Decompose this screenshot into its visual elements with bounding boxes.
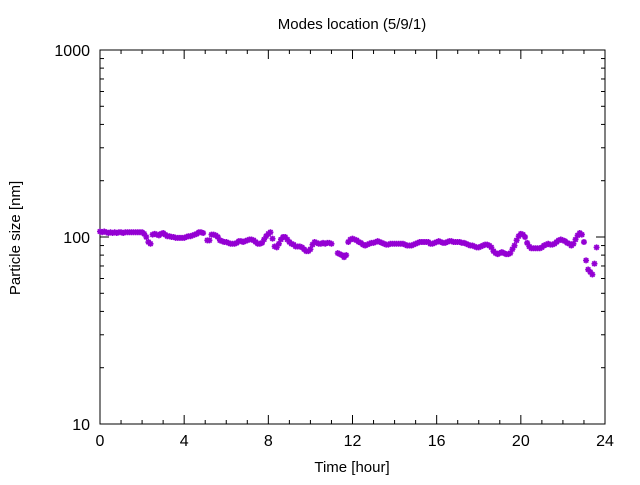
data-point: [572, 236, 579, 243]
data-point: [570, 240, 577, 247]
data-point: [578, 231, 585, 238]
data-point: [488, 244, 495, 251]
data-point: [200, 230, 207, 237]
axis-ticks: 0 4 8 12 16 20 24 10 100 1000: [54, 43, 614, 450]
data-point: [513, 237, 520, 244]
data-point: [267, 229, 274, 236]
data-point: [214, 234, 221, 240]
data-point: [307, 246, 314, 253]
x-tick-label: 20: [512, 433, 530, 450]
data-point: [147, 240, 154, 247]
y-tick-label: 100: [63, 230, 90, 247]
data-point: [206, 237, 213, 244]
data-point: [593, 244, 600, 251]
x-tick-label: 4: [180, 433, 189, 450]
data-point: [589, 271, 596, 278]
data-point: [328, 240, 335, 247]
x-tick-label: 0: [96, 433, 105, 450]
data-point: [591, 260, 598, 267]
x-axis-title: Time [hour]: [314, 459, 389, 476]
data-point: [509, 246, 516, 253]
data-point: [524, 239, 531, 246]
data-point: [143, 234, 150, 240]
data-point: [507, 250, 514, 257]
data-point: [522, 234, 529, 240]
data-point: [343, 252, 350, 259]
data-point: [275, 240, 282, 247]
data-point: [259, 239, 266, 246]
data-point: [269, 235, 276, 242]
chart-title: Modes location (5/9/1): [278, 16, 426, 33]
x-tick-label: 24: [596, 433, 614, 450]
data-point: [273, 244, 280, 251]
data-point: [261, 236, 268, 243]
x-tick-label: 16: [428, 433, 446, 450]
data-point: [511, 242, 518, 249]
y-axis-title: Particle size [nm]: [7, 181, 24, 295]
data-points: [97, 228, 600, 278]
y-tick-label: 10: [72, 417, 90, 434]
data-point: [580, 239, 587, 246]
y-tick-label: 1000: [54, 43, 90, 60]
data-point: [583, 257, 590, 264]
x-tick-label: 12: [344, 433, 362, 450]
x-tick-label: 8: [264, 433, 273, 450]
